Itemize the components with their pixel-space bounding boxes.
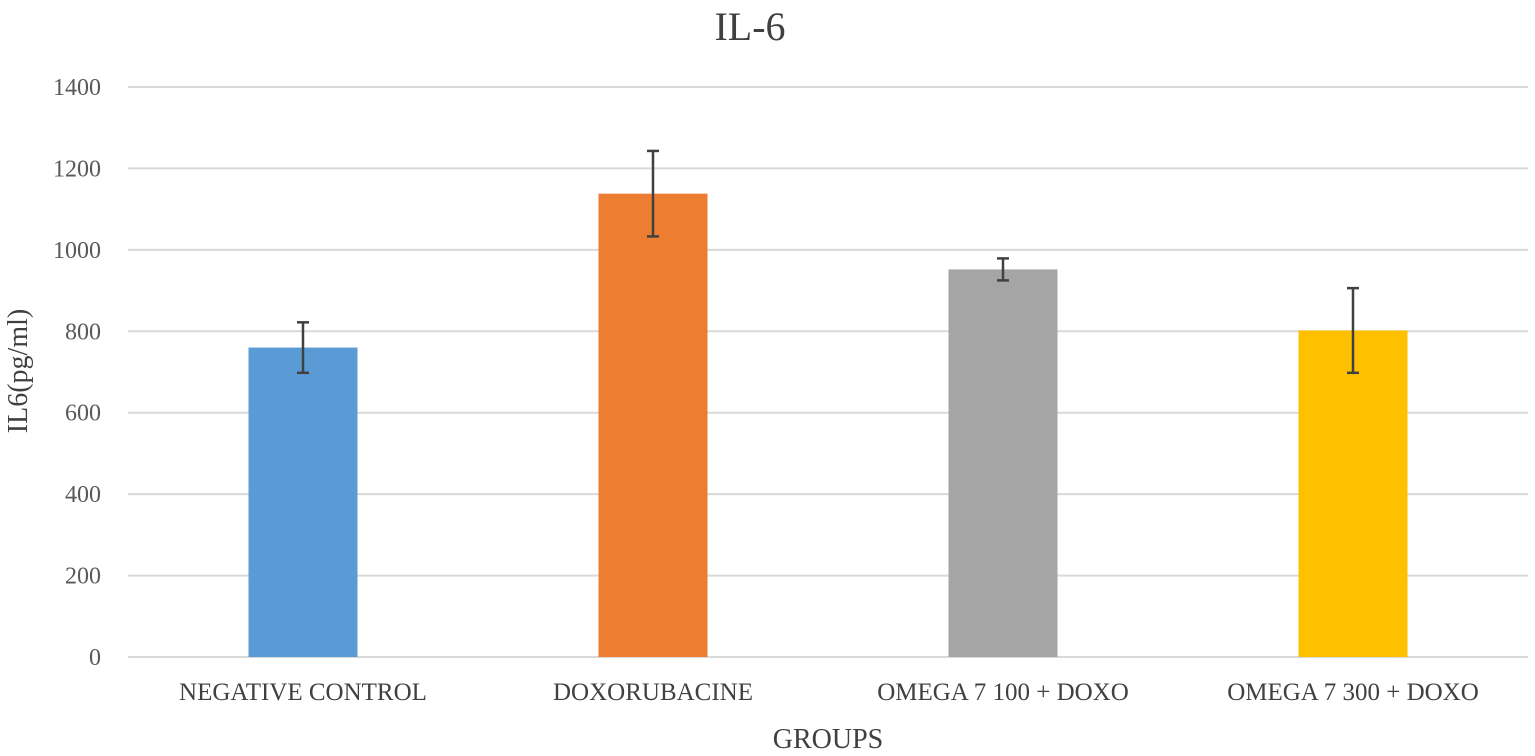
bar	[1298, 330, 1408, 657]
y-tick-label: 800	[65, 319, 101, 345]
x-axis-labels: NEGATIVE CONTROL DOXORUBACINE OMEGA 7 100 …	[179, 679, 1479, 706]
x-category-label: NEGATIVE CONTROL	[179, 679, 427, 706]
y-axis-title: IL6(pg/ml)	[3, 309, 34, 433]
error-bars	[297, 149, 1359, 375]
y-tick-label: 1400	[53, 75, 101, 101]
x-category-label: OMEGA 7 100 + DOXO	[877, 679, 1129, 706]
x-axis-title: GROUPS	[773, 724, 883, 755]
y-tick-label: 0	[89, 645, 101, 671]
y-tick-label: 600	[65, 401, 101, 427]
gridlines	[128, 86, 1528, 658]
y-tick-label: 200	[65, 564, 101, 590]
bar	[248, 347, 358, 657]
y-axis-ticks: 0 200 400 600 800 1000 1200 1400	[53, 75, 101, 671]
y-tick-label: 1200	[53, 156, 101, 182]
bars	[248, 193, 1408, 657]
bar	[948, 269, 1058, 657]
x-category-label: DOXORUBACINE	[553, 679, 753, 706]
y-tick-label: 1000	[53, 238, 101, 264]
y-tick-label: 400	[65, 482, 101, 508]
x-category-label: OMEGA 7 300 + DOXO	[1227, 679, 1479, 706]
bar	[598, 193, 708, 657]
chart-title: IL-6	[714, 4, 785, 49]
